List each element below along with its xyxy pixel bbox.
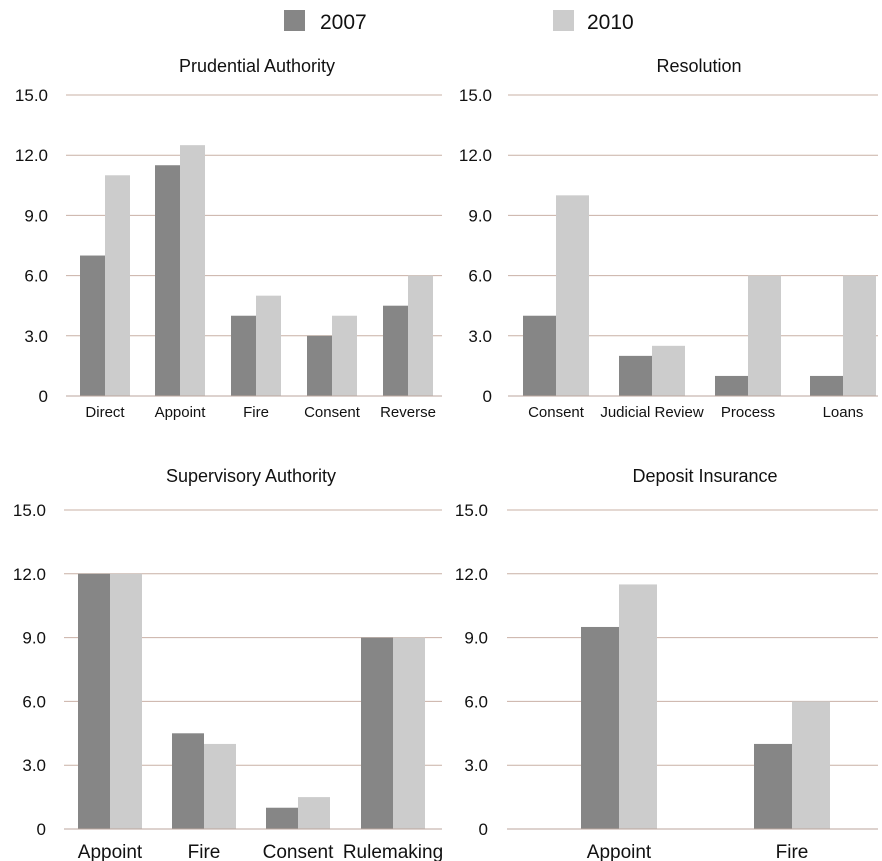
y-tick-label: 12.0 (459, 146, 492, 165)
bar-2007 (715, 375, 748, 396)
panel-resolution: Resolution 0 3.0 6.0 9.0 12.0 15.0 Consent Judi… (459, 56, 878, 421)
legend-item-2007: 2007 (284, 10, 367, 34)
x-category-label: Direct (85, 404, 125, 421)
bar-2007 (266, 807, 298, 829)
panel-prudential-authority: Prudential Authority 0 3.0 6.0 9.0 12.0 15.0 D… (15, 56, 442, 421)
bar-2010 (298, 797, 330, 829)
chart-title: Resolution (656, 56, 741, 76)
legend: 2007 2010 (284, 10, 634, 34)
y-tick-label: 12.0 (15, 146, 48, 165)
x-category-label: Process (721, 404, 775, 421)
bar-2010 (332, 315, 357, 396)
x-category-label: Consent (528, 404, 585, 421)
y-tick-label: 3.0 (22, 756, 46, 775)
bar-2007 (155, 165, 180, 396)
bar-2007 (361, 637, 393, 829)
x-category-label: Fire (188, 842, 221, 861)
x-category-label: Appoint (155, 404, 207, 421)
bar-2007 (80, 255, 105, 396)
legend-swatch-2010 (553, 10, 574, 31)
x-category-label: Appoint (78, 842, 143, 861)
bar-2007 (523, 315, 556, 396)
bar-2010 (792, 701, 830, 829)
bar-2010 (843, 275, 876, 396)
bar-2010 (204, 743, 236, 829)
bar-2007 (810, 375, 843, 396)
y-tick-label: 9.0 (22, 629, 46, 648)
y-tick-label: 3.0 (468, 327, 492, 346)
y-tick-label: 9.0 (464, 629, 488, 648)
bar-2010 (180, 145, 205, 396)
bar-2007 (231, 315, 256, 396)
legend-label-2010: 2010 (587, 11, 634, 34)
bar-2010 (105, 175, 130, 396)
panel-deposit-insurance: Deposit Insurance 0 3.0 6.0 9.0 12.0 15.0 Appo… (455, 466, 878, 861)
y-tick-label: 12.0 (455, 565, 488, 584)
bar-2007 (754, 743, 792, 829)
y-tick-label: 12.0 (13, 565, 46, 584)
x-category-label: Judicial Review (600, 404, 704, 421)
y-tick-label: 6.0 (468, 267, 492, 286)
y-tick-label: 6.0 (24, 267, 48, 286)
legend-label-2007: 2007 (320, 11, 367, 34)
y-tick-label: 15.0 (13, 501, 46, 520)
x-category-label: Fire (776, 842, 809, 861)
bar-2010 (556, 195, 589, 396)
chart-title: Prudential Authority (179, 56, 335, 76)
y-tick-label: 15.0 (455, 501, 488, 520)
y-tick-label: 0 (37, 820, 46, 839)
y-tick-label: 3.0 (24, 327, 48, 346)
y-tick-label: 15.0 (15, 86, 48, 105)
bar-2010 (408, 275, 433, 396)
x-category-label: Appoint (587, 842, 652, 861)
legend-swatch-2007 (284, 10, 305, 31)
y-tick-label: 6.0 (22, 692, 46, 711)
x-category-label: Rulemaking (343, 842, 443, 861)
bar-2007 (383, 305, 408, 396)
x-category-label: Consent (263, 842, 334, 861)
chart-title: Deposit Insurance (632, 466, 777, 486)
bar-2007 (172, 733, 204, 829)
bar-2007 (78, 573, 110, 829)
legend-item-2010: 2010 (553, 10, 634, 34)
y-tick-label: 0 (483, 387, 492, 406)
bar-2010 (619, 584, 657, 829)
panel-supervisory-authority: Supervisory Authority 0 3.0 6.0 9.0 12.0 15.0… (13, 466, 443, 861)
x-category-label: Fire (243, 404, 269, 421)
y-tick-label: 6.0 (464, 692, 488, 711)
y-tick-label: 0 (479, 820, 488, 839)
chart-title: Supervisory Authority (166, 466, 336, 486)
y-tick-label: 3.0 (464, 756, 488, 775)
bar-2007 (581, 626, 619, 829)
y-tick-label: 15.0 (459, 86, 492, 105)
y-tick-label: 0 (39, 387, 48, 406)
bar-2010 (256, 295, 281, 396)
x-category-label: Consent (304, 404, 361, 421)
x-category-label: Loans (823, 404, 864, 421)
bar-2007 (619, 355, 652, 396)
bar-2007 (307, 335, 332, 396)
bar-2010 (110, 573, 142, 829)
bar-2010 (748, 275, 781, 396)
y-tick-label: 9.0 (24, 206, 48, 225)
bar-2010 (393, 637, 425, 829)
y-tick-label: 9.0 (468, 206, 492, 225)
x-category-label: Reverse (380, 404, 436, 421)
bar-2010 (652, 345, 685, 396)
